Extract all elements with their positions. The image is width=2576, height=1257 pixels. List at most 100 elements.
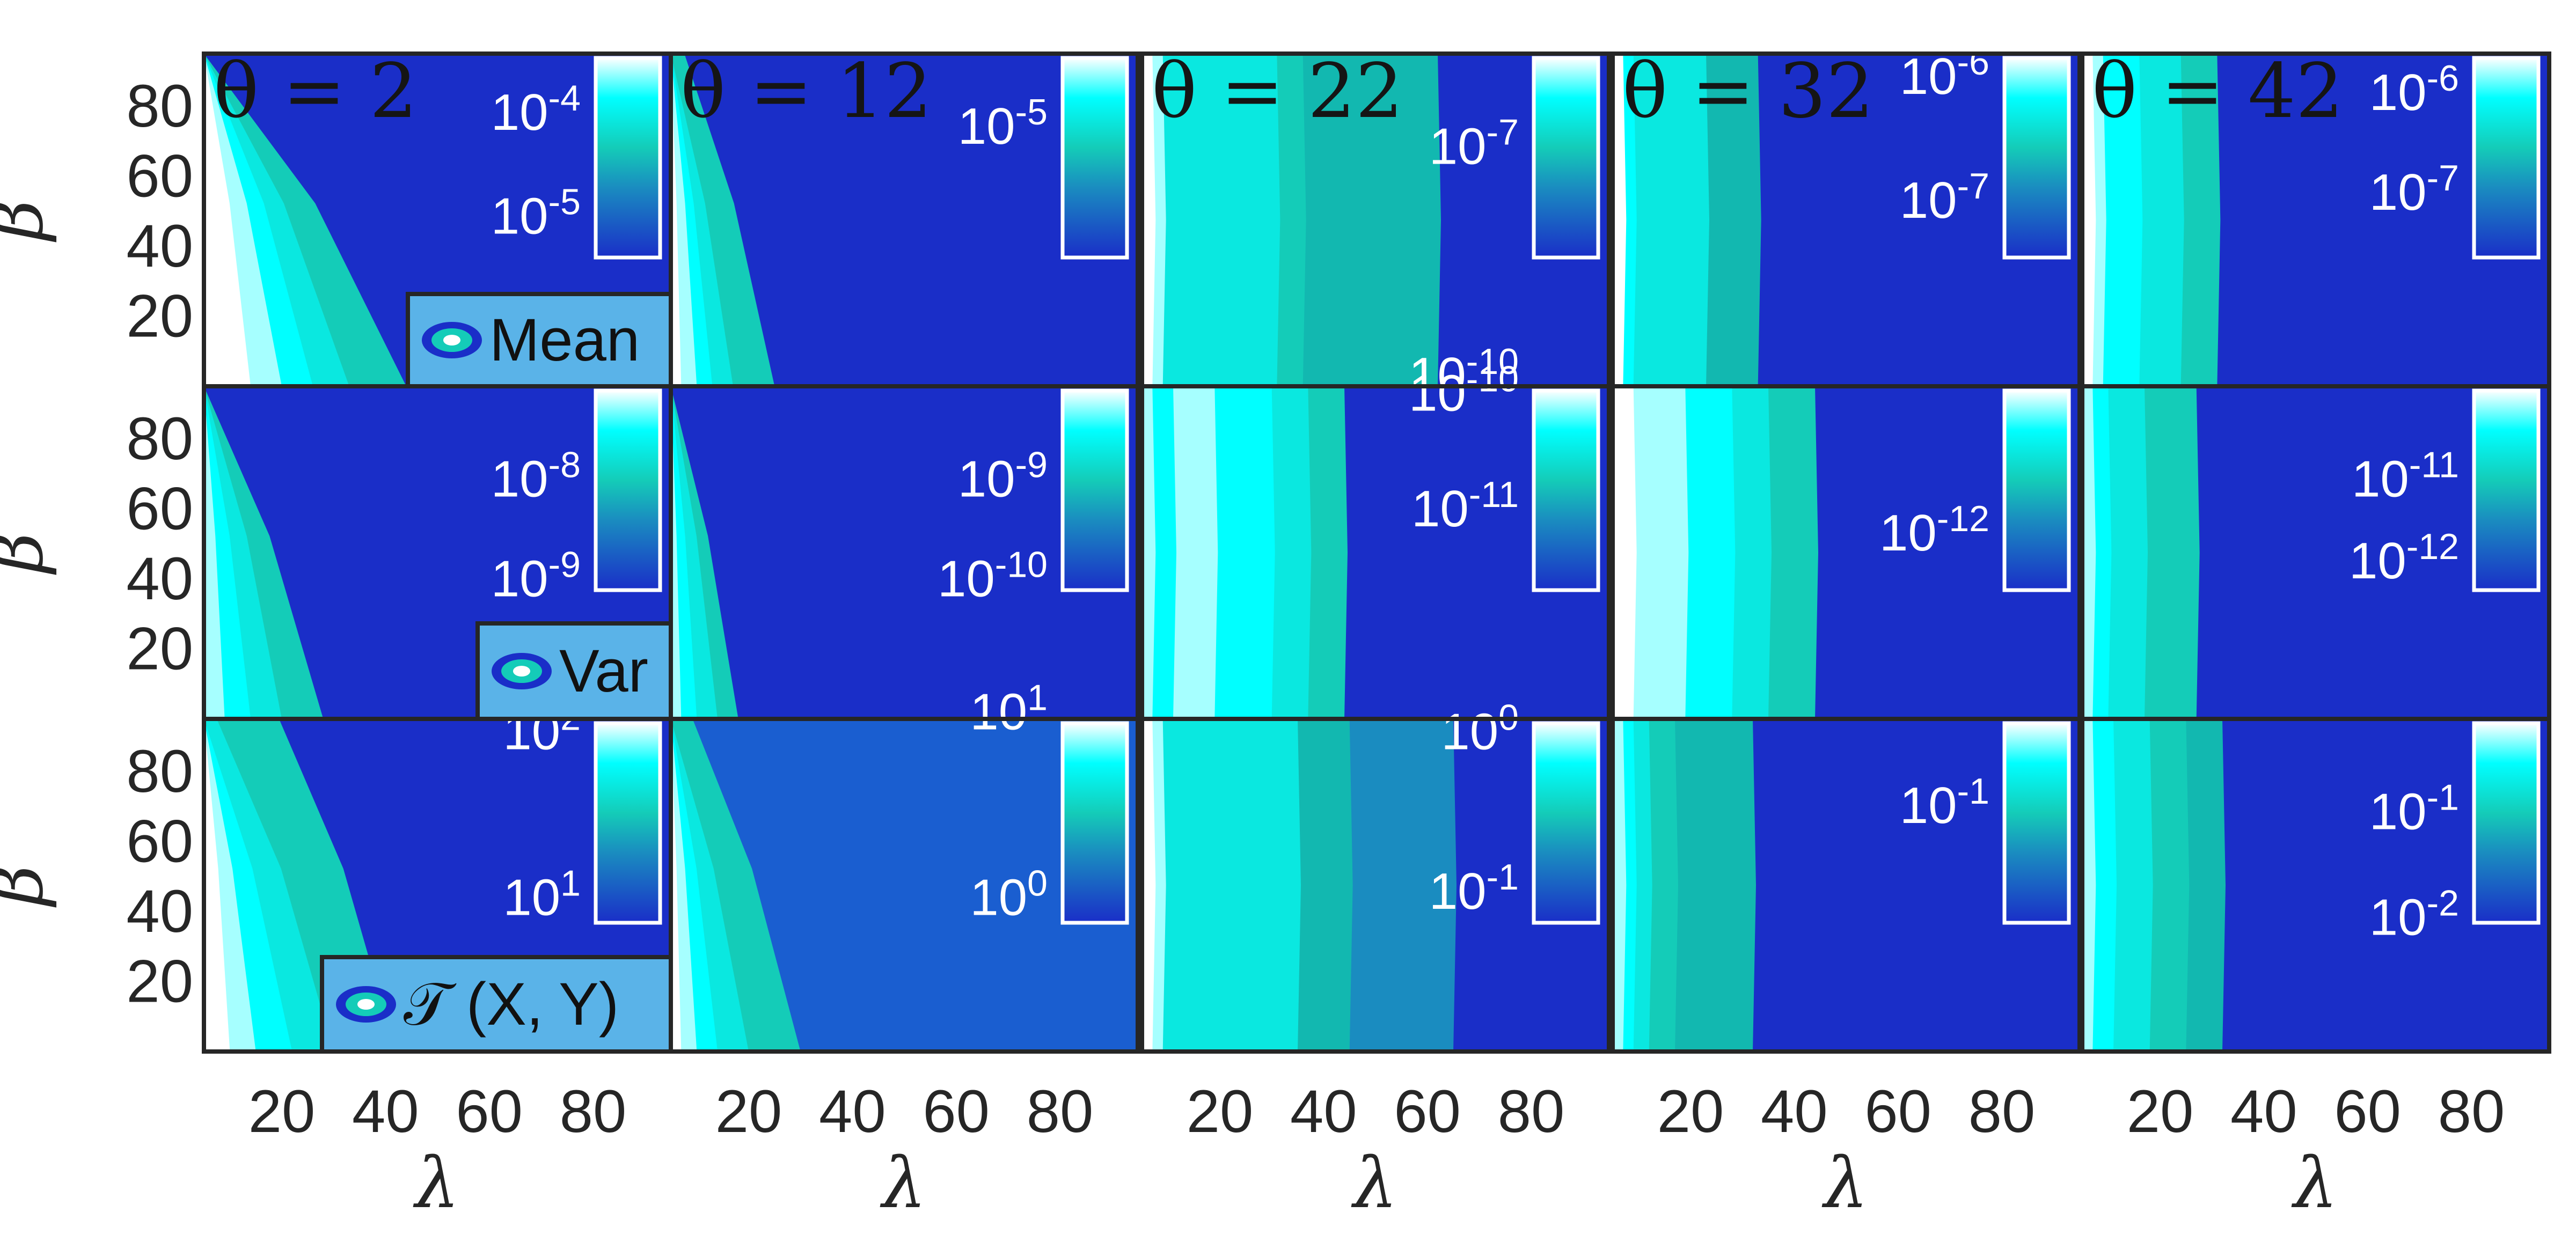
panel-frame <box>1611 717 2082 1054</box>
colorbar-tick-label: 10-7 <box>1900 166 1989 229</box>
legend-1: Mean <box>406 292 673 388</box>
colorbar-tick-label: 10-1 <box>2369 777 2459 840</box>
x-tick-label: 60 <box>923 1078 990 1145</box>
legend-label: Var <box>559 637 648 704</box>
x-tick-label: 60 <box>1864 1078 1931 1145</box>
contour-band <box>2082 54 2096 386</box>
contour-band <box>1613 54 1627 386</box>
colorbar-tick-label: 10-5 <box>491 182 581 245</box>
y-tick-label: 60 <box>126 142 193 209</box>
legend-label: 𝒯 (X, Y) <box>404 971 619 1038</box>
contour-band <box>204 54 251 386</box>
contour-band <box>1142 54 1156 386</box>
colorbar <box>1532 388 1600 592</box>
colorbar-tick-label: 10-12 <box>2349 526 2459 590</box>
colorbar <box>2002 721 2071 925</box>
colorbar <box>2472 388 2541 592</box>
colorbar-tick-label: 10-6 <box>2369 58 2459 121</box>
y-tick-label: 40 <box>126 212 193 280</box>
colorbar <box>2472 721 2541 925</box>
colorbar-tick-label: 100 <box>1441 697 1519 761</box>
y-axis-label: β <box>0 532 58 575</box>
colorbar-tick-label: 100 <box>970 863 1048 926</box>
contour-band <box>671 386 682 719</box>
colorbar-tick-label: 10-4 <box>491 78 581 141</box>
panel-r2-c4: 10-12 <box>1611 384 2082 721</box>
panel-r1-c4: 10-6 10-7 θ = 32 <box>1611 42 2082 388</box>
panel-r3-c2: 101 100 <box>669 677 1140 1054</box>
y-tick-label: 60 <box>126 475 193 542</box>
colorbar <box>1532 721 1600 925</box>
colorbar <box>594 388 662 592</box>
colorbar <box>594 721 662 925</box>
colorbar-tick-label: 10-1 <box>1429 857 1519 920</box>
colorbar-tick-label: 10-1 <box>1900 771 1989 834</box>
panel-r3-c5: 10-1 10-2 <box>2080 717 2551 1054</box>
x-tick-label: 60 <box>456 1078 523 1145</box>
x-tick-label: 40 <box>2230 1078 2297 1145</box>
panel-r1-c3: 10-710-10θ = 22 <box>1140 48 1611 405</box>
legend-2: Var <box>475 621 673 721</box>
panel-frame <box>669 717 1140 1054</box>
colorbar-tick-label: 10-10 <box>938 544 1048 607</box>
panel-r1-c1: 10-4 10-5 θ = 2 <box>202 48 673 388</box>
x-axis-label: λ <box>1351 1142 1397 1224</box>
contour-band <box>671 54 682 386</box>
y-tick-label: 20 <box>126 282 193 349</box>
x-axis-label: λ <box>880 1142 926 1224</box>
x-tick-label: 20 <box>1187 1078 1254 1145</box>
panel-r2-c2: 10-9 10-10 <box>669 384 1140 721</box>
x-tick-label: 60 <box>1394 1078 1461 1145</box>
colorbar <box>2002 56 2071 260</box>
x-tick-label: 80 <box>1968 1078 2036 1145</box>
y-tick-label: 60 <box>126 807 193 874</box>
panel-r3-c4: 10-1 <box>1611 717 2082 1054</box>
panel-r2-c3: 10-10 10-11 <box>1140 358 1611 721</box>
contour-band <box>1142 386 1156 719</box>
x-tick-label: 40 <box>352 1078 419 1145</box>
colorbar-tick-label: 101 <box>503 863 581 926</box>
colorbar-tick-label: 10-9 <box>491 544 581 607</box>
panel-r2-c5: 10-11 10-12 <box>2080 384 2551 721</box>
x-tick-label: 60 <box>2334 1078 2401 1145</box>
y-axis-label: β <box>0 865 58 908</box>
contour-band <box>2082 719 2096 1052</box>
y-tick-label: 40 <box>126 878 193 945</box>
y-tick-label: 80 <box>126 405 193 472</box>
x-tick-label: 20 <box>2127 1078 2194 1145</box>
colorbar-tick-label: 10-12 <box>1879 498 1989 562</box>
contour-band <box>1142 719 1301 1052</box>
y-tick-label: 80 <box>126 738 193 805</box>
contour-band <box>1613 54 1709 386</box>
legend-label: Mean <box>489 306 640 373</box>
legend-marker-inner <box>357 999 375 1010</box>
legend-marker-inner <box>513 666 530 677</box>
theta-label: θ = 32 <box>1622 48 1874 135</box>
contour-band <box>204 719 230 1052</box>
colorbar-tick-label: 10-11 <box>2352 444 2459 508</box>
contour-band <box>204 386 225 719</box>
colorbar-tick-label: 10-7 <box>1429 112 1519 175</box>
theta-label: θ = 2 <box>214 48 418 135</box>
theta-label: θ = 42 <box>2092 48 2344 135</box>
colorbar <box>1532 56 1600 260</box>
x-tick-label: 40 <box>819 1078 886 1145</box>
colorbar-tick-label: 101 <box>970 677 1048 740</box>
legend-3: 𝒯 (X, Y) <box>320 955 673 1054</box>
panel-r1-c5: 10-6 10-7 θ = 42 <box>2080 48 2551 388</box>
x-axis-label: λ <box>413 1142 459 1224</box>
colorbar <box>1060 721 1129 925</box>
x-tick-label: 80 <box>1027 1078 1094 1145</box>
contour-band <box>2082 386 2096 719</box>
theta-label: θ = 12 <box>680 48 932 135</box>
contour-band <box>1613 719 1627 1052</box>
x-axis-label: λ <box>2291 1142 2338 1224</box>
y-tick-label: 40 <box>126 545 193 612</box>
x-tick-label: 40 <box>1290 1078 1357 1145</box>
colorbar-tick-label: 10-10 <box>1409 358 1519 422</box>
y-tick-label: 20 <box>126 615 193 682</box>
x-tick-label: 20 <box>715 1078 782 1145</box>
contour-band <box>1613 386 1637 719</box>
colorbar-tick-label: 10-2 <box>2369 883 2459 946</box>
